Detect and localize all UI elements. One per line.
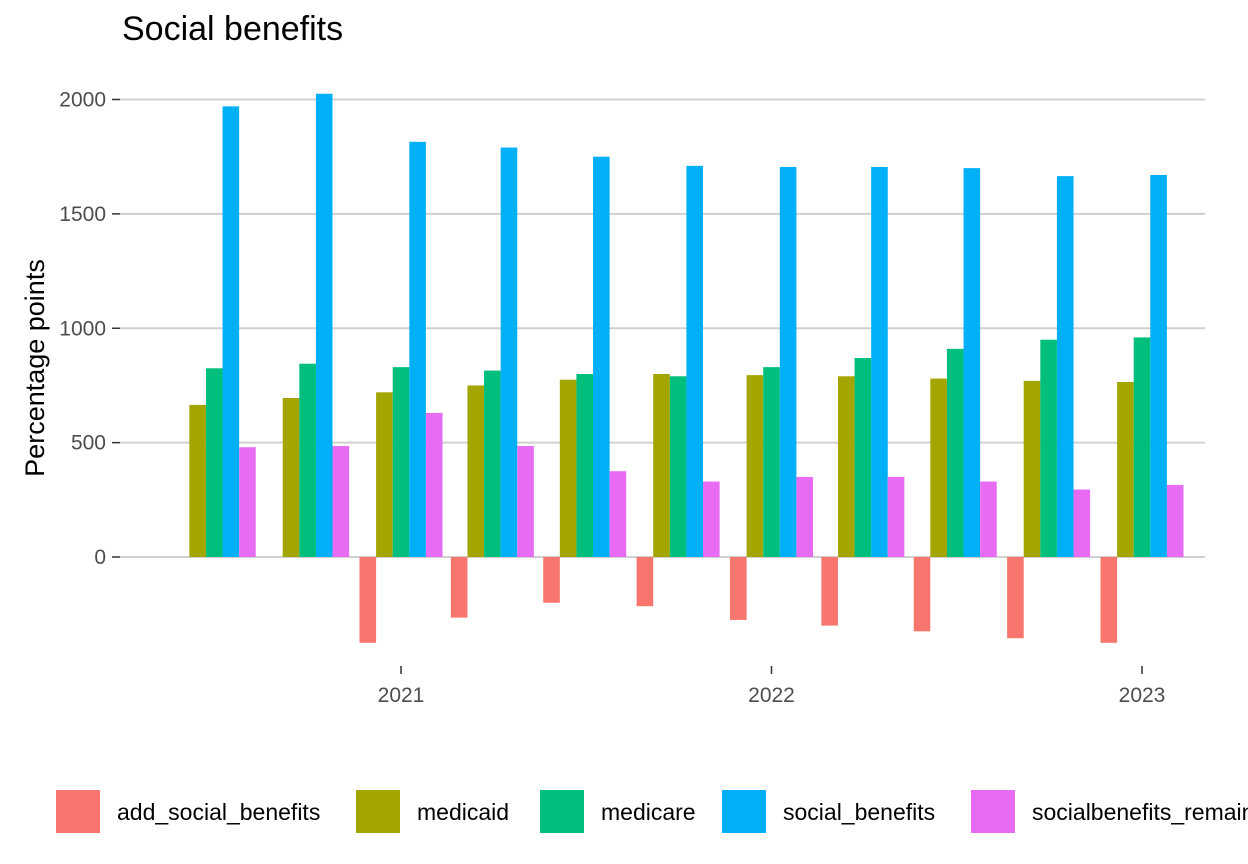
legend-label: medicaid [417, 799, 509, 825]
bar-medicaid [653, 374, 670, 557]
y-tick-label: 1500 [59, 203, 106, 226]
legend-label: social_benefits [783, 799, 935, 825]
bar-social_benefits [222, 106, 240, 558]
bar-social_benefits [500, 147, 518, 557]
legend-item-social_benefits: social_benefits [722, 790, 935, 833]
bar-medicaid [189, 404, 206, 557]
bar-medicaid [467, 385, 485, 557]
bar-medicare [669, 376, 687, 557]
bar-socialbenefits_remaining [887, 476, 905, 557]
legend-item-medicaid: medicaid [356, 790, 509, 833]
x-tick-label: 2021 [378, 684, 425, 707]
legend-item-medicare: medicare [540, 790, 696, 833]
bar-social_benefits [871, 166, 888, 557]
x-tick-label: 2022 [748, 684, 795, 707]
bar-medicare [854, 357, 872, 557]
bar-medicaid [1023, 380, 1041, 557]
bars [189, 93, 1184, 643]
legend: add_social_benefits medicaid medicare socia… [56, 790, 1248, 833]
bar-social_benefits [686, 165, 704, 557]
bar-add_social_benefits [359, 557, 377, 643]
bar-add_social_benefits [450, 557, 468, 618]
bar-socialbenefits_remaining [1073, 489, 1091, 557]
legend-label: socialbenefits_remaining [1032, 799, 1248, 825]
bar-social_benefits [963, 168, 981, 557]
y-tick-label: 500 [71, 432, 106, 455]
bar-social_benefits [779, 166, 797, 557]
bar-social_benefits [593, 156, 610, 557]
chart-title: Social benefits [122, 10, 344, 48]
bar-social_benefits [315, 93, 333, 557]
bar-medicare [392, 367, 410, 557]
bar-medicare [576, 374, 594, 557]
legend-swatch [540, 790, 584, 833]
y-tick-label: 1000 [59, 317, 106, 340]
bar-medicare [763, 367, 780, 557]
bar-socialbenefits_remaining [703, 481, 720, 557]
legend-item-add_social_benefits: add_social_benefits [56, 790, 320, 833]
bar-add_social_benefits [543, 557, 560, 603]
bar-social_benefits [1056, 176, 1074, 557]
bar-medicare [946, 348, 964, 557]
bar-socialbenefits_remaining [1166, 484, 1184, 557]
legend-swatch [56, 790, 100, 833]
bar-socialbenefits_remaining [796, 476, 813, 557]
bar-medicaid [282, 398, 300, 557]
bar-socialbenefits_remaining [425, 412, 443, 557]
bar-medicare [205, 368, 223, 557]
bar-medicare [1133, 337, 1151, 557]
bar-medicare [299, 363, 316, 557]
legend-item-socialbenefits_remaining: socialbenefits_remaining [971, 790, 1248, 833]
bar-socialbenefits_remaining [980, 481, 997, 557]
bar-socialbenefits_remaining [517, 446, 534, 557]
bar-medicaid [930, 378, 947, 557]
legend-label: add_social_benefits [117, 799, 320, 825]
bar-add_social_benefits [821, 557, 838, 626]
bar-medicaid [376, 392, 393, 557]
bar-socialbenefits_remaining [332, 446, 350, 557]
bar-add_social_benefits [913, 557, 931, 632]
bar-social_benefits [1150, 174, 1167, 558]
x-tick-label: 2023 [1119, 684, 1166, 707]
bar-add_social_benefits [730, 557, 747, 620]
bar-add_social_benefits [1007, 557, 1024, 639]
bar-socialbenefits_remaining [239, 447, 256, 557]
bar-medicaid [746, 375, 764, 557]
bar-socialbenefits_remaining [609, 471, 627, 557]
bar-medicaid [837, 376, 855, 557]
y-axis-title: Percentage points [20, 259, 50, 477]
y-tick-label: 2000 [59, 89, 106, 112]
y-tick-label: 0 [94, 546, 106, 569]
bar-social_benefits [409, 141, 426, 557]
bar-medicare [1040, 339, 1057, 557]
legend-label: medicare [601, 799, 696, 825]
bar-medicaid [559, 379, 577, 557]
legend-swatch [722, 790, 766, 833]
bar-add_social_benefits [1100, 557, 1118, 643]
bar-medicaid [1117, 382, 1134, 557]
bar-medicare [484, 370, 501, 557]
legend-swatch [356, 790, 400, 833]
legend-swatch [971, 790, 1015, 833]
axes: 0 500 1000 1500 2000 2021 2022 2023 [59, 89, 1165, 708]
bar-add_social_benefits [636, 557, 654, 607]
